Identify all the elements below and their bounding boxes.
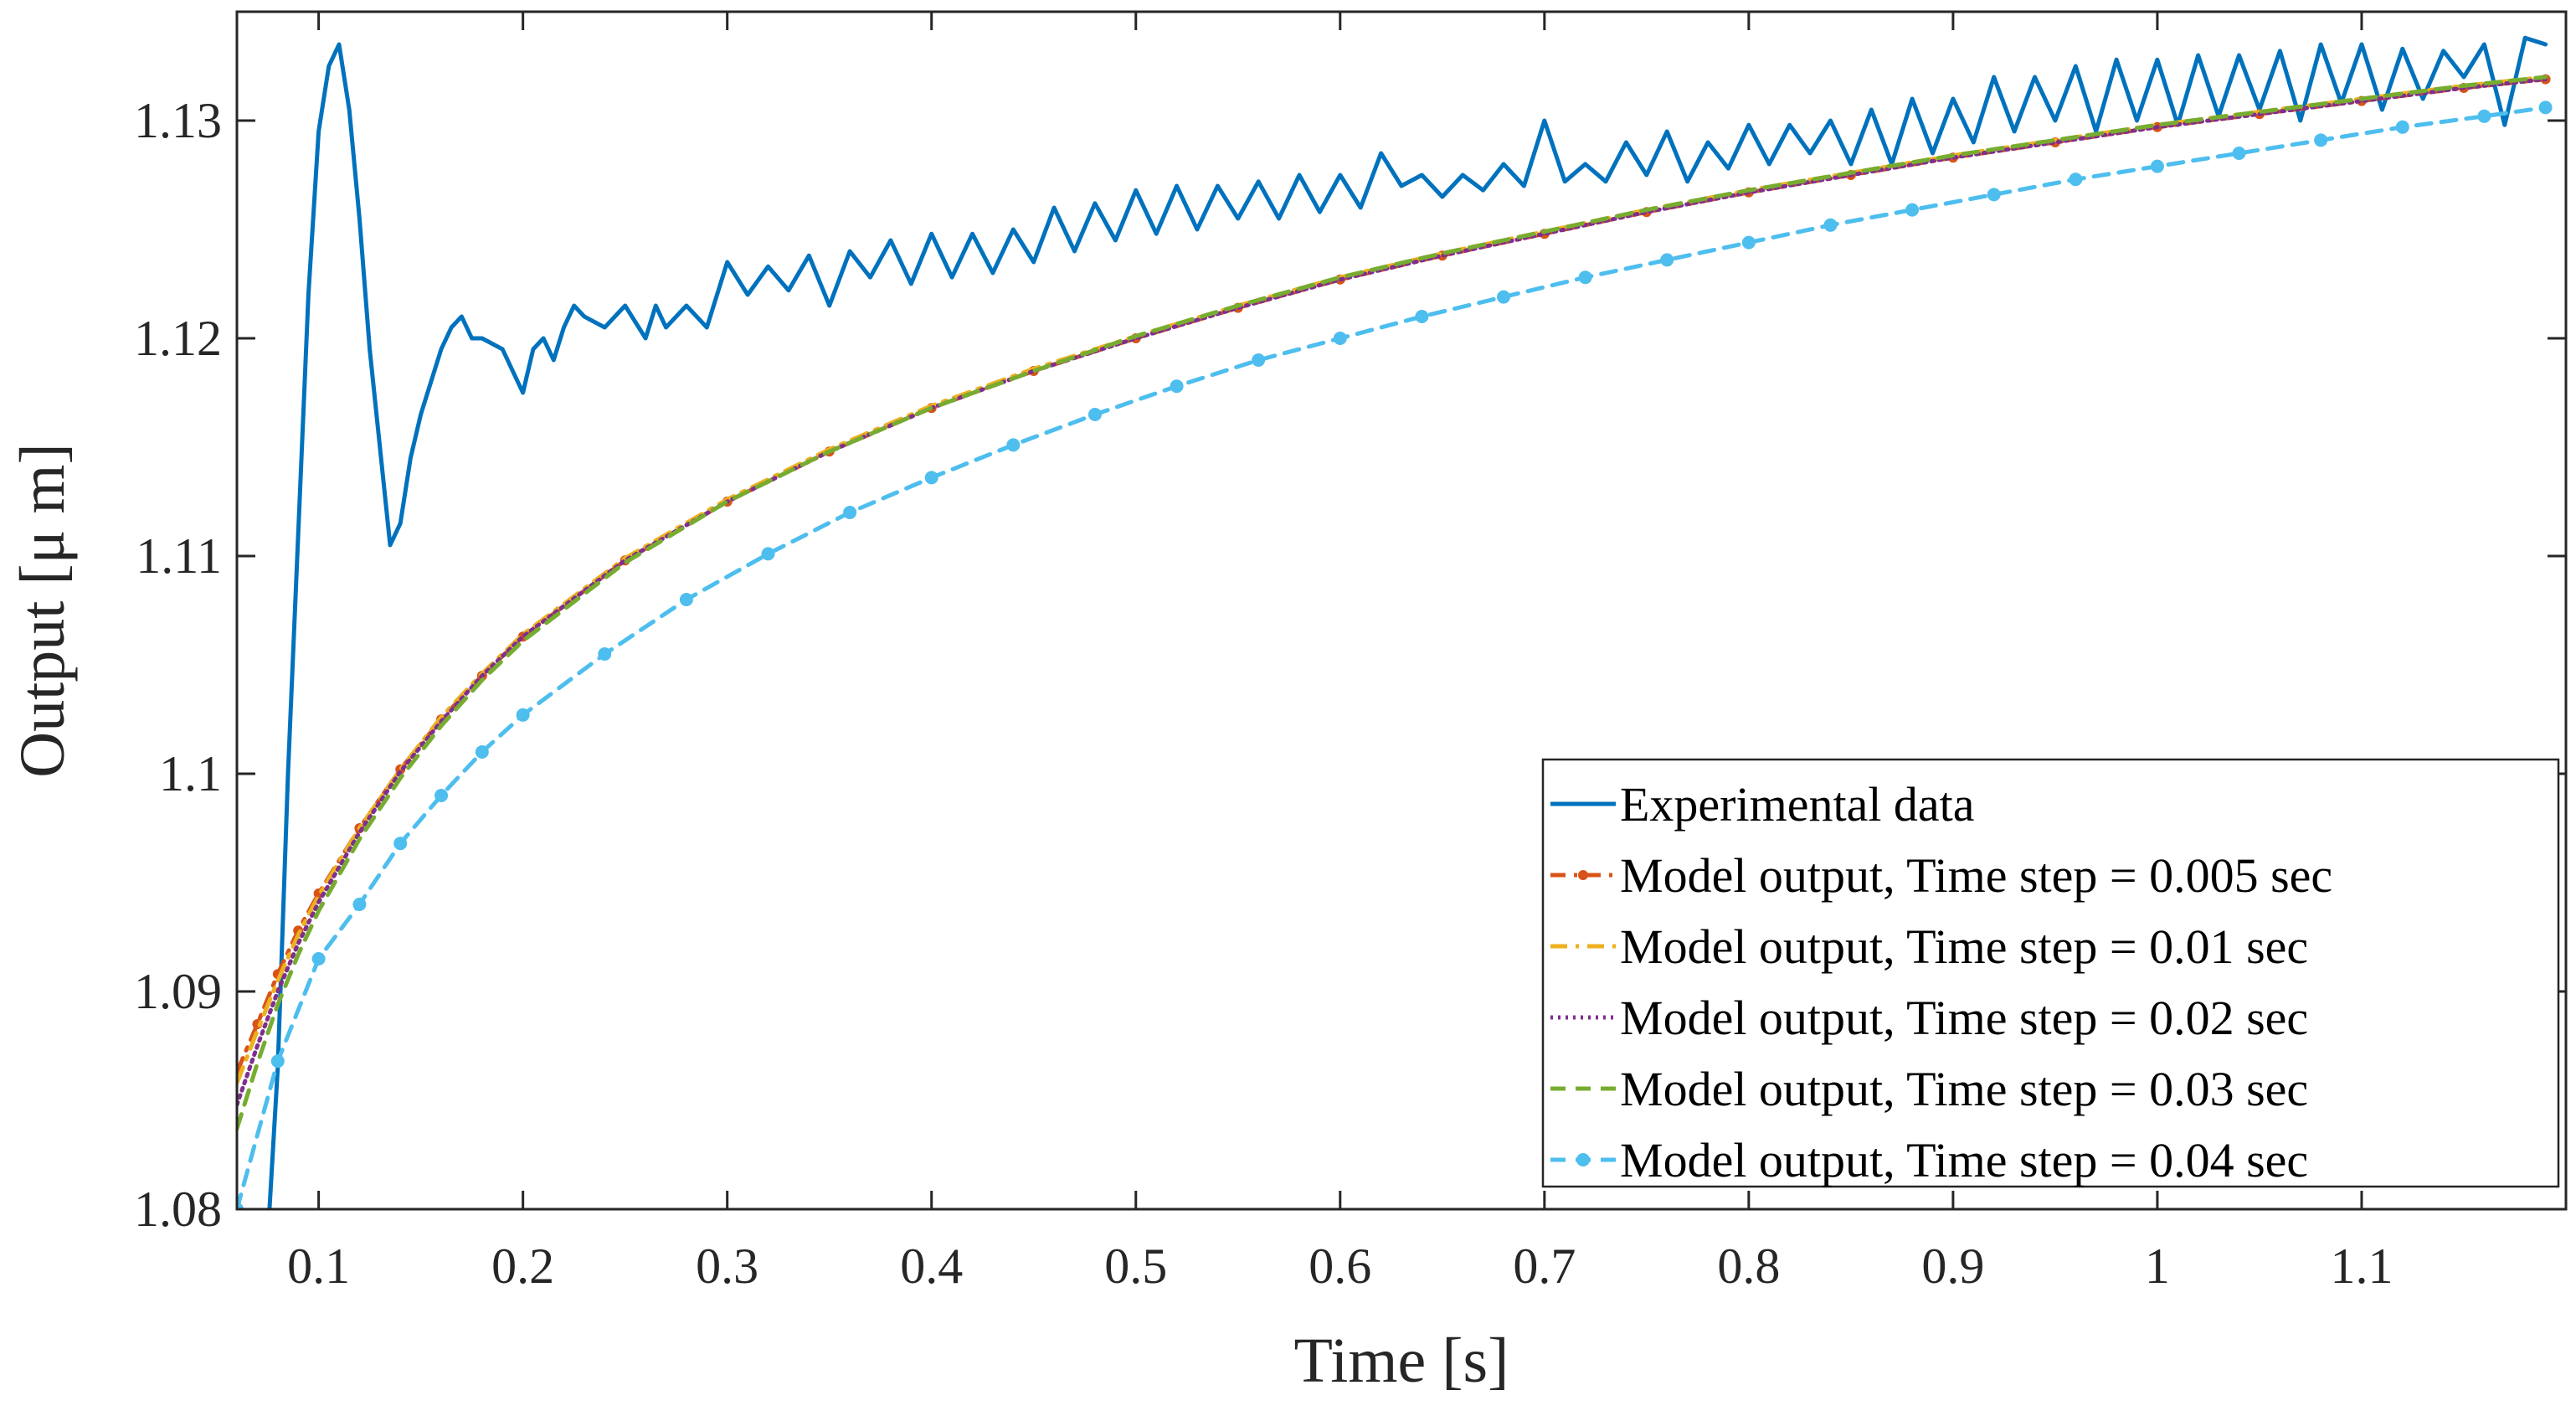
series-marker-model-output-time-step-0-04-sec — [2150, 159, 2164, 173]
x-tick-label: 0.4 — [900, 1238, 963, 1294]
series-marker-model-output-time-step-0-04-sec — [2395, 120, 2409, 134]
series-marker-model-output-time-step-0-04-sec — [598, 647, 612, 661]
series-marker-model-output-time-step-0-04-sec — [434, 789, 449, 802]
series-marker-model-output-time-step-0-04-sec — [2232, 147, 2246, 160]
series-marker-model-output-time-step-0-04-sec — [1333, 332, 1347, 345]
series-marker-model-output-time-step-0-04-sec — [679, 593, 693, 606]
y-tick-label: 1.09 — [134, 964, 222, 1019]
series-line-model-output-time-step-0-03-sec — [237, 75, 2548, 1131]
series-marker-model-output-time-step-0-04-sec — [1252, 353, 1266, 367]
plot-frame — [235, 10, 2568, 1211]
x-tick-label: 1 — [2145, 1238, 2170, 1294]
series-marker-model-output-time-step-0-04-sec — [1087, 408, 1102, 421]
series-marker-model-output-time-step-0-04-sec — [311, 952, 326, 966]
x-tick-label: 0.1 — [287, 1238, 350, 1294]
series-marker-model-output-time-step-0-04-sec — [2477, 109, 2491, 123]
series-marker-model-output-time-step-0-04-sec — [1905, 203, 1920, 217]
legend-label-experimental-data: Experimental data — [1620, 777, 1975, 832]
series-marker-model-output-time-step-0-04-sec — [2069, 173, 2083, 187]
x-tick-label: 0.2 — [491, 1238, 554, 1294]
x-axis-title: Time [s] — [1294, 1326, 1509, 1396]
series-marker-model-output-time-step-0-04-sec — [1823, 218, 1838, 232]
x-tick-label: 0.5 — [1104, 1238, 1167, 1294]
legend-marker-model-output-time-step-0-005-sec — [1578, 870, 1588, 880]
series-marker-model-output-time-step-0-04-sec — [2538, 100, 2553, 115]
legend-label-model-output-time-step-0-02-sec: Model output, Time step = 0.02 sec — [1620, 991, 2308, 1045]
legend: Experimental data Model output, Time step… — [1541, 758, 2560, 1188]
series-marker-model-output-time-step-0-04-sec — [516, 708, 530, 722]
series-marker-model-output-time-step-0-04-sec — [761, 547, 775, 561]
series-marker-model-output-time-step-0-04-sec — [843, 506, 857, 519]
legend-marker-model-output-time-step-0-04-sec — [1576, 1153, 1590, 1166]
x-tick-label: 1.1 — [2330, 1238, 2393, 1294]
ticks-layer: 0.1 0.2 0.3 0.4 0.5 0.6 0.7 0.8 0.9 1 1.1 1.08 1.09 1… — [134, 12, 2566, 1294]
legend-label-model-output-time-step-0-01-sec: Model output, Time step = 0.01 sec — [1620, 919, 2308, 974]
legend-label-model-output-time-step-0-04-sec: Model output, Time step = 0.04 sec — [1620, 1133, 2308, 1187]
y-tick-label: 1.1 — [159, 746, 222, 801]
series-line-experimental-data — [267, 35, 2548, 1209]
y-axis-title: Output [μ m] — [8, 443, 78, 778]
series-marker-model-output-time-step-0-04-sec — [924, 471, 938, 485]
series-marker-model-output-time-step-0-04-sec — [475, 745, 489, 759]
series-marker-model-output-time-step-0-04-sec — [270, 1054, 285, 1069]
series-marker-model-output-time-step-0-04-sec — [1006, 438, 1021, 452]
series-line-model-output-time-step-0-02-sec — [237, 77, 2548, 1107]
series-layer — [237, 35, 2553, 1209]
series-marker-model-output-time-step-0-04-sec — [1415, 310, 1429, 323]
series-marker-model-output-time-step-0-04-sec — [1660, 253, 1674, 267]
series-marker-model-output-time-step-0-04-sec — [1741, 235, 1756, 250]
series-marker-model-output-time-step-0-04-sec — [1578, 270, 1592, 285]
series-marker-model-output-time-step-0-04-sec — [1987, 188, 2001, 202]
y-tick-label: 1.12 — [134, 311, 222, 366]
legend-label-model-output-time-step-0-03-sec: Model output, Time step = 0.03 sec — [1620, 1062, 2308, 1116]
x-tick-label: 0.6 — [1309, 1238, 1371, 1294]
series-marker-model-output-time-step-0-04-sec — [1170, 379, 1184, 394]
x-tick-label: 0.8 — [1717, 1238, 1780, 1294]
series-marker-model-output-time-step-0-04-sec — [237, 1202, 244, 1209]
y-tick-label: 1.13 — [134, 93, 222, 148]
series-marker-model-output-time-step-0-04-sec — [1497, 290, 1511, 304]
x-tick-label: 0.7 — [1513, 1238, 1576, 1294]
series-marker-model-output-time-step-0-04-sec — [2314, 133, 2328, 147]
legend-box — [1541, 758, 2560, 1188]
legend-label-model-output-time-step-0-005-sec: Model output, Time step = 0.005 sec — [1620, 848, 2332, 903]
series-marker-model-output-time-step-0-04-sec — [393, 837, 408, 851]
y-tick-label: 1.08 — [134, 1182, 222, 1237]
series-marker-model-output-time-step-0-04-sec — [352, 898, 367, 911]
x-tick-label: 0.3 — [696, 1238, 758, 1294]
x-tick-label: 0.9 — [1921, 1238, 1984, 1294]
y-tick-label: 1.11 — [136, 528, 222, 584]
